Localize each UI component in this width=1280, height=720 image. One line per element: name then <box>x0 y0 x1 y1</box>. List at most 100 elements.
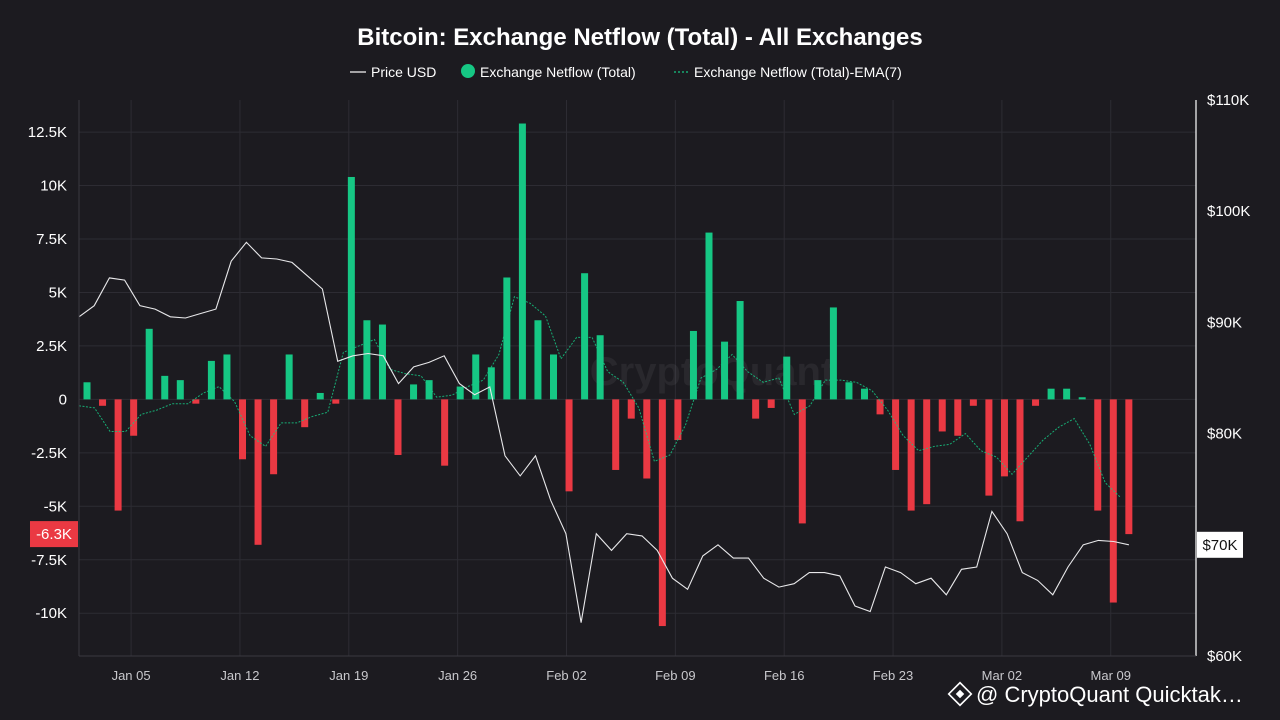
left-axis: 12.5K 10K 7.5K 5K 2.5K 0 -2.5K -5K -7.5K -10K <box>28 124 67 622</box>
netflow-bar <box>270 399 278 475</box>
x-tick-label: Feb 02 <box>546 668 586 683</box>
netflow-bar <box>1109 399 1117 603</box>
left-tick-label: 7.5K <box>36 231 67 248</box>
netflow-bar <box>1078 397 1086 400</box>
netflow-bar <box>1000 399 1008 477</box>
ema-line <box>78 296 1122 499</box>
netflow-bar <box>581 273 589 400</box>
credit: @ CryptoQuant Quicktak… <box>947 681 1243 707</box>
netflow-bar <box>1125 399 1133 535</box>
left-tick-label: -7.5K <box>31 552 67 569</box>
netflow-bar <box>239 399 246 460</box>
netflow-bar <box>503 277 511 400</box>
netflow-bar <box>425 380 433 400</box>
x-tick-label: Feb 09 <box>655 668 695 683</box>
netflow-bar <box>969 399 977 406</box>
legend-ema-label[interactable]: Exchange Netflow (Total)-EMA(7) <box>694 64 902 80</box>
netflow-bar <box>861 388 868 400</box>
legend: Price USD Exchange Netflow (Total) Excha… <box>350 64 902 80</box>
right-tick-label: $90K <box>1207 314 1242 331</box>
netflow-bar <box>829 307 837 400</box>
legend-netflow-label[interactable]: Exchange Netflow (Total) <box>480 64 636 80</box>
netflow-bar <box>876 399 884 415</box>
netflow-bar <box>83 382 91 400</box>
netflow-bar <box>689 330 697 400</box>
x-tick-label: Mar 09 <box>1091 668 1131 683</box>
left-tick-label: 12.5K <box>28 124 67 141</box>
netflow-bar <box>938 399 946 432</box>
left-tick-label: 5K <box>49 284 67 301</box>
x-tick-label: Jan 26 <box>438 668 477 683</box>
x-tick-label: Jan 12 <box>220 668 259 683</box>
netflow-bar <box>410 384 418 400</box>
netflow-bar <box>161 375 169 400</box>
netflow-bar <box>332 399 340 404</box>
x-tick-label: Jan 05 <box>112 668 151 683</box>
netflow-bar <box>1016 399 1024 522</box>
netflow-bar <box>176 380 184 400</box>
left-tick-label: 10K <box>40 178 67 195</box>
netflow-bar <box>301 399 309 428</box>
netflow-bar <box>612 399 620 470</box>
netflow-bar <box>1032 399 1040 406</box>
current-value-text: -6.3K <box>36 526 72 543</box>
netflow-bar <box>705 232 713 400</box>
x-tick-label: Feb 16 <box>764 668 804 683</box>
current-price-badge-bg <box>1197 531 1243 558</box>
netflow-bar <box>674 399 682 441</box>
legend-netflow-swatch <box>461 64 475 78</box>
netflow-bar <box>565 399 573 492</box>
netflow-bar <box>814 380 822 400</box>
price-line <box>78 241 1130 623</box>
legend-price-label[interactable]: Price USD <box>371 64 436 80</box>
netflow-bar <box>798 399 806 524</box>
chart-title: Bitcoin: Exchange Netflow (Total) - All … <box>357 24 922 51</box>
right-tick-label: $110K <box>1207 92 1249 109</box>
cryptoquant-logo-icon <box>947 681 973 707</box>
left-tick-label: 0 <box>59 391 67 408</box>
netflow-bar <box>114 399 122 511</box>
right-tick-label: $80K <box>1207 426 1242 443</box>
netflow-bar <box>907 399 915 511</box>
right-tick-label: $100K <box>1207 203 1250 220</box>
netflow-bar <box>736 301 744 400</box>
netflow-bar <box>518 123 526 400</box>
netflow-bar <box>145 328 153 400</box>
x-tick-label: Mar 02 <box>982 668 1022 683</box>
netflow-bar <box>254 399 262 545</box>
netflow-bar <box>1094 399 1102 511</box>
netflow-bar <box>99 399 107 406</box>
netflow-bar <box>130 399 138 436</box>
credit-text: @ CryptoQuant Quicktak… <box>976 682 1243 707</box>
netflow-bar <box>378 324 386 400</box>
netflow-bar <box>954 399 962 436</box>
x-tick-label: Jan 19 <box>329 668 368 683</box>
netflow-bar <box>1063 388 1071 400</box>
left-tick-label: -5K <box>44 498 67 515</box>
netflow-bar <box>394 399 402 455</box>
x-tick-label: Feb 23 <box>873 668 913 683</box>
netflow-bar <box>316 392 324 400</box>
netflow-bar <box>363 320 371 400</box>
current-value-badge-bg <box>30 521 78 548</box>
netflow-bar <box>347 176 355 400</box>
netflow-bar <box>627 399 635 419</box>
netflow-bar <box>285 354 293 400</box>
current-price-badge: $70K <box>1197 531 1243 558</box>
netflow-bar <box>207 360 215 400</box>
netflow-bar <box>721 341 729 400</box>
left-tick-label: -2.5K <box>31 445 67 462</box>
netflow-bar <box>456 386 464 400</box>
netflow-bar <box>643 399 651 479</box>
netflow-bar <box>985 399 993 496</box>
netflow-bar <box>783 356 791 400</box>
netflow-bar <box>472 354 480 400</box>
netflow-bars <box>83 123 1133 627</box>
x-axis: Jan 05 Jan 12 Jan 19 Jan 26 Feb 02 Feb 09 Feb … <box>112 668 1131 683</box>
right-axis: $110K$100K$90K$80K$70K$60K <box>1207 92 1250 665</box>
netflow-bar <box>596 335 604 400</box>
current-value-badge: -6.3K <box>30 521 78 548</box>
netflow-bar <box>223 354 231 400</box>
netflow-bar <box>845 382 853 400</box>
